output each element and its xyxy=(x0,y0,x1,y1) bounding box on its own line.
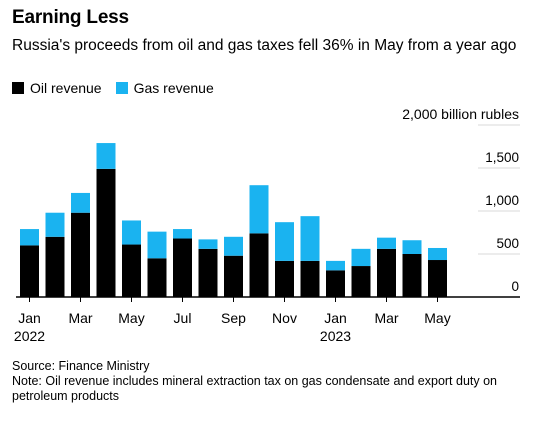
x-tick-year-label: 2022 xyxy=(14,328,45,344)
legend-label-gas: Gas revenue xyxy=(133,80,214,96)
gas-revenue-bar xyxy=(326,260,345,271)
legend-swatch-gas xyxy=(115,82,128,94)
x-tick-year-label: 2023 xyxy=(320,328,351,344)
oil-revenue-bar xyxy=(122,244,141,297)
gas-revenue-bar xyxy=(198,239,218,249)
oil-revenue-bar xyxy=(249,233,269,297)
x-tick-label: Jan xyxy=(324,310,347,326)
x-tick-label: May xyxy=(118,310,144,326)
methodology-note: Note: Oil revenue includes mineral extra… xyxy=(12,374,498,403)
y-tick-label: 1,500 xyxy=(485,150,519,165)
y-tick-label: 0 xyxy=(511,279,519,294)
gas-revenue-bar xyxy=(96,143,116,169)
legend-label-oil: Oil revenue xyxy=(30,80,102,96)
oil-revenue-bar xyxy=(326,270,345,297)
chart-footer: Source: Finance Ministry Note: Oil reven… xyxy=(12,359,517,404)
x-tick-label: Jan xyxy=(18,310,41,326)
legend-swatch-oil xyxy=(12,82,24,94)
x-tick-label: Jul xyxy=(174,310,192,326)
chart-subtitle: Russia's proceeds from oil and gas taxes… xyxy=(12,37,517,54)
gas-revenue-bar xyxy=(351,248,371,267)
y-tick-label: 500 xyxy=(496,236,519,251)
y-tick-label: 1,000 xyxy=(485,193,519,208)
gas-revenue-bar xyxy=(249,185,269,234)
x-tick-label: May xyxy=(424,310,450,326)
x-tick-label: Nov xyxy=(272,310,297,326)
legend: Oil revenue Gas revenue xyxy=(12,80,228,96)
oil-revenue-bar xyxy=(275,260,294,297)
gas-revenue-bar xyxy=(173,229,192,239)
oil-revenue-bar xyxy=(96,168,116,297)
oil-revenue-bar xyxy=(71,212,90,297)
y-tick-label: 2,000 billion rubles xyxy=(402,106,519,122)
oil-revenue-bar xyxy=(402,254,422,297)
x-tick-label: Mar xyxy=(68,310,92,326)
oil-revenue-bar xyxy=(45,236,65,297)
gas-revenue-bar xyxy=(45,212,65,237)
gas-revenue-bar xyxy=(300,216,320,261)
oil-revenue-bar xyxy=(377,248,396,297)
oil-revenue-bar xyxy=(198,248,218,297)
source-note: Source: Finance Ministry xyxy=(12,359,150,373)
gas-revenue-bar xyxy=(402,240,422,254)
gas-revenue-bar xyxy=(428,247,447,261)
gas-revenue-bar xyxy=(275,222,294,261)
legend-item-oil: Oil revenue xyxy=(12,80,102,96)
oil-revenue-bar xyxy=(224,255,243,297)
oil-revenue-bar xyxy=(147,258,167,297)
gas-revenue-bar xyxy=(147,231,167,259)
gas-revenue-bar xyxy=(377,237,396,249)
oil-revenue-bar xyxy=(20,245,39,297)
gas-revenue-bar xyxy=(20,229,39,246)
x-tick-label: Sep xyxy=(221,310,246,326)
oil-revenue-bar xyxy=(428,260,447,297)
gas-revenue-bar xyxy=(71,192,90,213)
x-tick-label: Mar xyxy=(374,310,398,326)
oil-revenue-bar xyxy=(173,238,192,297)
gas-revenue-bar xyxy=(224,236,243,256)
gas-revenue-bar xyxy=(122,220,141,245)
oil-revenue-bar xyxy=(351,266,371,297)
oil-revenue-bar xyxy=(300,260,320,297)
chart-title: Earning Less xyxy=(12,7,129,28)
legend-item-gas: Gas revenue xyxy=(115,80,214,96)
